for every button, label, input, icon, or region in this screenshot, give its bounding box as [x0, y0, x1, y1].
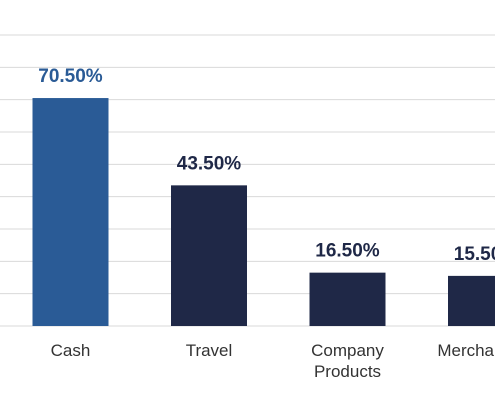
value-label: 15.50%	[454, 244, 495, 265]
x-tick-label: Cash	[50, 341, 91, 360]
x-tick-label: Merchandise	[437, 341, 495, 360]
x-tick-label: Travel	[185, 341, 233, 360]
bar	[448, 275, 495, 326]
value-label: 16.50%	[315, 241, 380, 262]
value-label: 70.50%	[38, 66, 103, 87]
bar	[32, 98, 109, 326]
bar	[171, 185, 247, 326]
value-label: 43.50%	[177, 153, 242, 174]
bar	[309, 272, 386, 326]
x-tick-label: Company Products	[311, 341, 384, 381]
